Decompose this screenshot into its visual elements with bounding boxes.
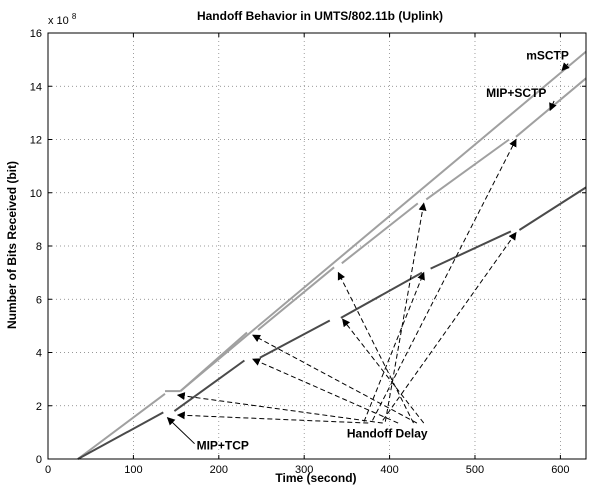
annotation-arrow <box>561 62 570 72</box>
handoff-delay-arrow <box>252 334 418 424</box>
series-line-segment <box>77 392 166 460</box>
y-tick-label: 6 <box>36 294 42 306</box>
handoff-delay-arrow <box>382 231 517 421</box>
handoff-delay-arrow <box>363 271 425 422</box>
series-line-segment <box>518 186 587 231</box>
y-multiplier-exp: 8 <box>72 12 77 21</box>
grid <box>48 33 586 459</box>
series-layer <box>77 50 587 460</box>
y-multiplier: x 10 8 <box>48 12 77 27</box>
y-multiplier-base: x 10 <box>48 15 69 27</box>
annotation-arrow <box>549 100 557 112</box>
x-tick-label: 200 <box>210 464 228 476</box>
series-line-segment <box>340 271 423 319</box>
y-tick-label: 16 <box>30 28 42 40</box>
x-tick-label: 500 <box>466 464 484 476</box>
x-tick-label: 0 <box>45 464 51 476</box>
y-tick-label: 12 <box>30 135 42 147</box>
series-line-segment <box>179 331 248 392</box>
series-mip-sctp <box>179 77 587 392</box>
series-line-segment <box>425 138 510 201</box>
handoff-delay-arrow <box>372 138 517 421</box>
x-tick-label: 100 <box>124 464 142 476</box>
series-line-segment <box>77 411 164 460</box>
series-line-segment <box>259 319 331 359</box>
annotations: mSCTP MIP+SCTP MIP+TCP Handoff Delay <box>166 49 570 453</box>
y-tick-label: 2 <box>36 401 42 413</box>
x-axis-label: Time (second) <box>275 471 356 485</box>
y-tick-label: 10 <box>30 188 42 200</box>
series-line-segment <box>257 266 335 331</box>
x-tick-label: 400 <box>380 464 398 476</box>
annotation-label: Handoff Delay <box>347 427 428 441</box>
handoff-delay-arrow <box>342 318 425 424</box>
series-mip-tcp <box>77 186 587 460</box>
series-line-segment <box>173 359 245 412</box>
y-axis-label: Number of Bits Received (bit) <box>5 161 19 329</box>
handoff-delay-arrow <box>252 358 399 424</box>
x-tick-label: 300 <box>295 464 313 476</box>
x-tick-label: 600 <box>551 464 569 476</box>
y-tick-label: 8 <box>36 241 42 253</box>
handoff-delay-arrow <box>176 411 369 424</box>
ticks: 0 100 200 300 400 500 600 0 2 4 6 8 10 12 14 16 <box>30 28 586 476</box>
series-line-segment <box>430 230 512 270</box>
series-msctp <box>77 50 587 460</box>
chart-title: Handoff Behavior in UMTS/802.11b (Uplink… <box>197 9 443 23</box>
handoff-delay-arrow <box>337 271 414 424</box>
y-tick-label: 0 <box>36 454 42 466</box>
annotation-label: mSCTP <box>526 49 569 63</box>
annotation-arrow <box>166 417 195 445</box>
series-line-segment <box>179 50 587 392</box>
series-line-segment <box>341 202 419 265</box>
y-tick-label: 4 <box>36 348 42 360</box>
annotation-label: MIP+SCTP <box>486 86 546 100</box>
handoff-delay-arrow <box>384 202 427 422</box>
handoff-delay-arrow <box>176 392 383 424</box>
y-tick-label: 14 <box>30 81 42 93</box>
annotation-label: MIP+TCP <box>197 439 249 453</box>
plot-frame <box>47 32 587 460</box>
